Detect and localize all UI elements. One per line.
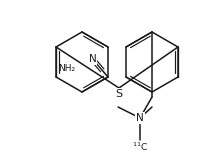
Text: NH₂: NH₂ [58, 64, 75, 73]
Text: $^{11}$C: $^{11}$C [132, 141, 148, 153]
Text: N: N [136, 113, 144, 123]
Text: S: S [116, 89, 123, 99]
Text: N: N [89, 54, 97, 64]
